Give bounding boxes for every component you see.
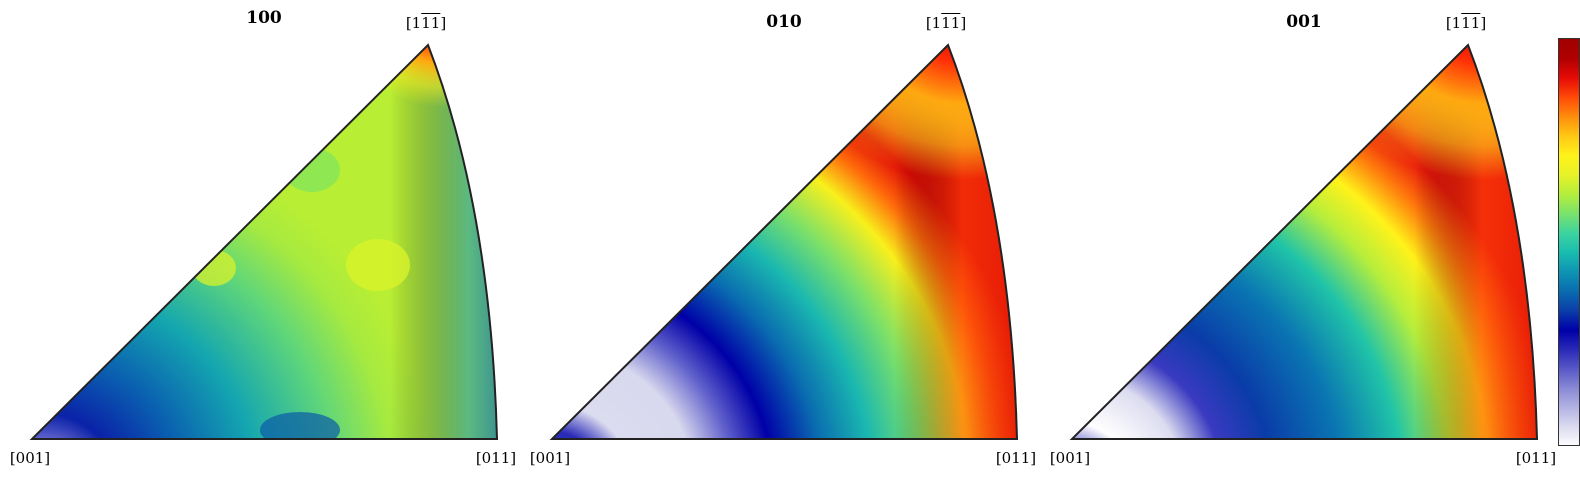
top-pole-label: [111] <box>1445 14 1487 32</box>
ipf-triangle <box>549 43 1019 440</box>
ipf-triangle <box>1069 43 1539 440</box>
bottom-left-pole-label: [001] <box>9 449 51 467</box>
bottom-left-pole-label: [001] <box>529 449 571 467</box>
ipf-panel-100: 100 [111] [001] [011] <box>0 0 520 486</box>
top-pole-label: [111] <box>405 14 447 32</box>
panel-title: 001 <box>1286 12 1322 32</box>
panel-title: 100 <box>246 8 282 28</box>
colorbar <box>1558 38 1580 446</box>
colorbar-gradient <box>1559 39 1579 445</box>
bottom-left-pole-label: [001] <box>1049 449 1091 467</box>
triangle-outline <box>29 43 499 440</box>
triangle-outline <box>549 43 1019 440</box>
bottom-right-pole-label: [011] <box>1515 449 1557 467</box>
triangle-outline <box>1069 43 1539 440</box>
bottom-right-pole-label: [011] <box>995 449 1037 467</box>
ipf-triangle <box>29 43 499 440</box>
top-pole-label: [111] <box>925 14 967 32</box>
panel-title: 010 <box>766 12 802 32</box>
bottom-right-pole-label: [011] <box>475 449 517 467</box>
ipf-panel-010: 010 [111] [001] [011] <box>520 0 1040 486</box>
ipf-panel-001: 001 [111] [001] [011] <box>1040 0 1560 486</box>
